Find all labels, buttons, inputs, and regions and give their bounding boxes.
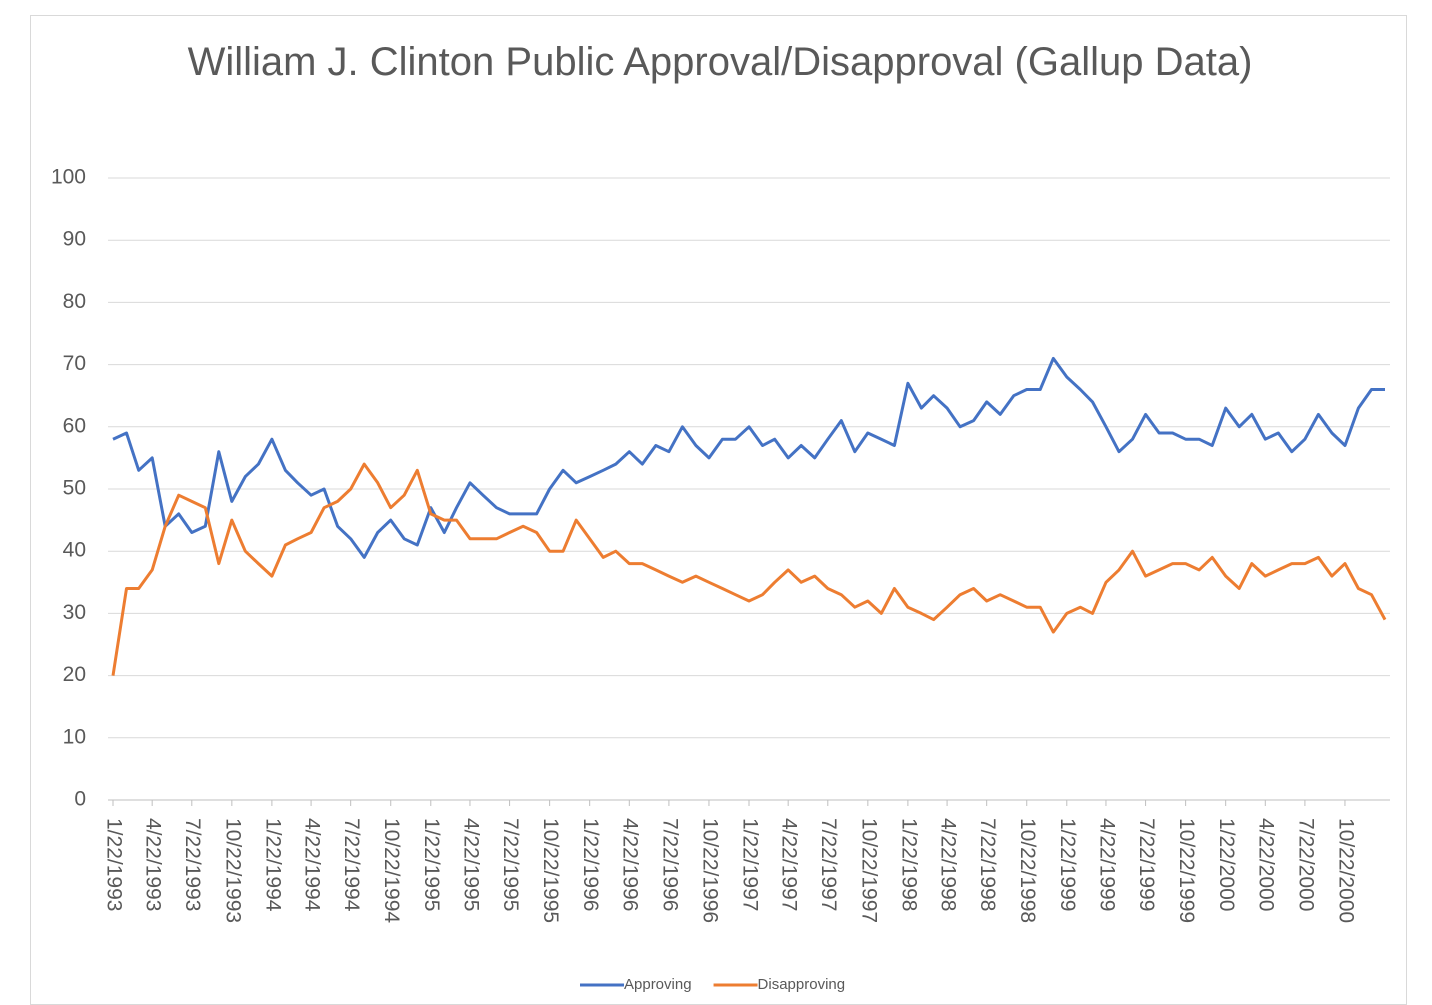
y-tick-label: 40 [63,539,86,562]
x-tick-label: 1/22/2000 [1215,818,1238,911]
x-tick-label: 4/22/1999 [1095,818,1118,911]
y-tick-label: 70 [63,352,86,375]
legend: Approving Disapproving [580,976,845,993]
chart-title: William J. Clinton Public Approval/Disap… [187,40,1253,84]
y-tick-label: 50 [63,477,86,500]
x-tick-label: 7/22/1999 [1135,818,1158,911]
x-tick-label: 10/22/1998 [1016,818,1039,923]
x-tick-label: 7/22/1993 [181,818,204,911]
x-tick-label: 7/22/1995 [499,818,522,911]
x-tick-label: 4/22/1997 [778,818,801,911]
x-tick-label: 10/22/1994 [380,818,403,923]
x-tick-label: 1/22/1999 [1056,818,1079,911]
x-tick-label: 4/22/1993 [142,818,165,911]
y-tick-label: 60 [63,414,86,437]
legend-label: Approving [624,976,692,993]
x-tick-label: 7/22/1996 [658,818,681,911]
y-tick-label: 10 [63,725,86,748]
x-tick-label: 7/22/2000 [1294,818,1317,911]
x-tick-label: 1/22/1997 [738,818,761,911]
y-tick-label: 20 [63,663,86,686]
x-tick-label: 1/22/1995 [420,818,443,911]
x-tick-label: 10/22/1999 [1175,818,1198,923]
x-tick-label: 1/22/1993 [102,818,125,911]
x-tick-label: 1/22/1996 [579,818,602,911]
x-tick-label: 4/22/1994 [301,818,324,912]
series-line [111,462,1387,676]
x-tick-label: 4/22/1995 [459,818,482,911]
x-tick-label: 10/22/1995 [539,818,562,923]
y-tick-label: 100 [51,166,86,189]
x-tick-label: 7/22/1997 [817,818,840,911]
x-tick-label: 1/22/1998 [897,818,920,911]
x-tick-label: 10/22/1993 [221,818,244,923]
x-tick-label: 10/22/1996 [698,818,721,923]
legend-label: Disapproving [758,976,846,993]
x-tick-label: 7/22/1998 [976,818,999,911]
y-tick-label: 90 [63,228,86,251]
y-tick-label: 0 [74,788,86,811]
x-tick-label: 4/22/2000 [1255,818,1278,911]
x-tick-label: 4/22/1996 [619,818,642,911]
series-line [112,356,1385,559]
y-tick-label: 30 [63,601,86,624]
x-tick-label: 7/22/1994 [340,818,363,912]
x-tick-label: 1/22/1994 [261,818,284,912]
x-tick-label: 4/22/1998 [937,818,960,911]
y-tick-label: 80 [63,290,86,313]
x-tick-label: 10/22/2000 [1334,818,1357,923]
x-tick-label: 10/22/1997 [857,818,880,923]
